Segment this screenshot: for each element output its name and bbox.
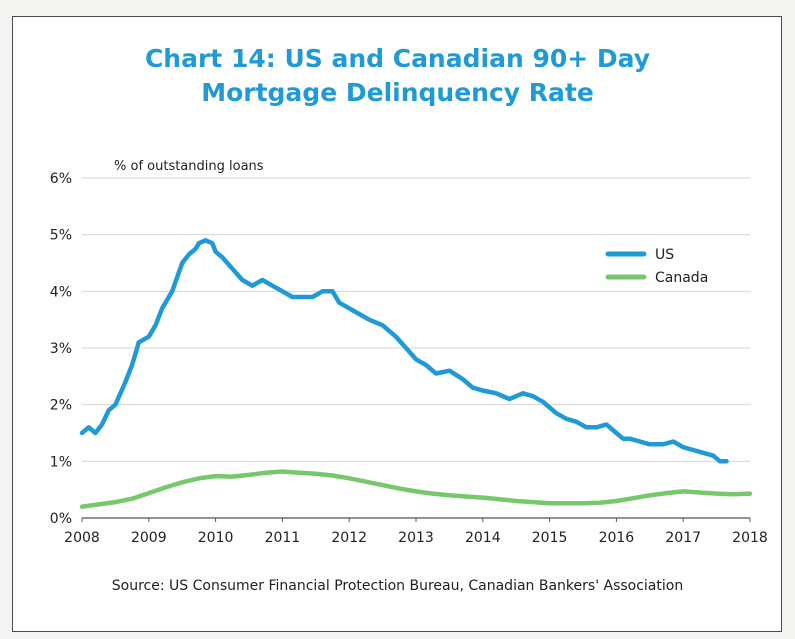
x-tick-label-2016: 2016 xyxy=(599,530,635,546)
x-tick-label-2011: 2011 xyxy=(265,530,301,546)
x-tick-label-2008: 2008 xyxy=(64,530,100,546)
x-tick-label-2013: 2013 xyxy=(398,530,434,546)
y-tick-label-2: 2% xyxy=(50,398,72,414)
series-line-us xyxy=(79,238,729,464)
x-tick-label-2018: 2018 xyxy=(732,530,768,546)
y-axis-label: % of outstanding loans xyxy=(114,159,264,174)
chart-title: Chart 14: US and Canadian 90+ Day Mortga… xyxy=(0,42,795,110)
chart-frame xyxy=(12,16,782,632)
legend-label-us: US xyxy=(655,247,674,263)
series-line-canada xyxy=(79,469,753,509)
x-tick-label-2014: 2014 xyxy=(465,530,501,546)
chart-title-line-2: Mortgage Delinquency Rate xyxy=(201,78,594,107)
x-tick-label-2010: 2010 xyxy=(198,530,234,546)
x-tick-label-2009: 2009 xyxy=(131,530,167,546)
x-tick-label-2012: 2012 xyxy=(331,530,367,546)
legend-label-canada: Canada xyxy=(655,270,708,286)
y-tick-label-5: 5% xyxy=(50,228,72,244)
x-tick-label-2017: 2017 xyxy=(665,530,701,546)
y-tick-label-4: 4% xyxy=(50,284,72,300)
chart-title-line-1: Chart 14: US and Canadian 90+ Day xyxy=(144,44,651,73)
y-tick-label-1: 1% xyxy=(50,454,72,470)
x-tick-label-2015: 2015 xyxy=(532,530,568,546)
y-tick-label-6: 6% xyxy=(50,171,72,187)
source-note: Source: US Consumer Financial Protection… xyxy=(111,578,684,594)
y-tick-label-3: 3% xyxy=(50,341,72,357)
y-tick-label-0: 0% xyxy=(50,511,72,527)
